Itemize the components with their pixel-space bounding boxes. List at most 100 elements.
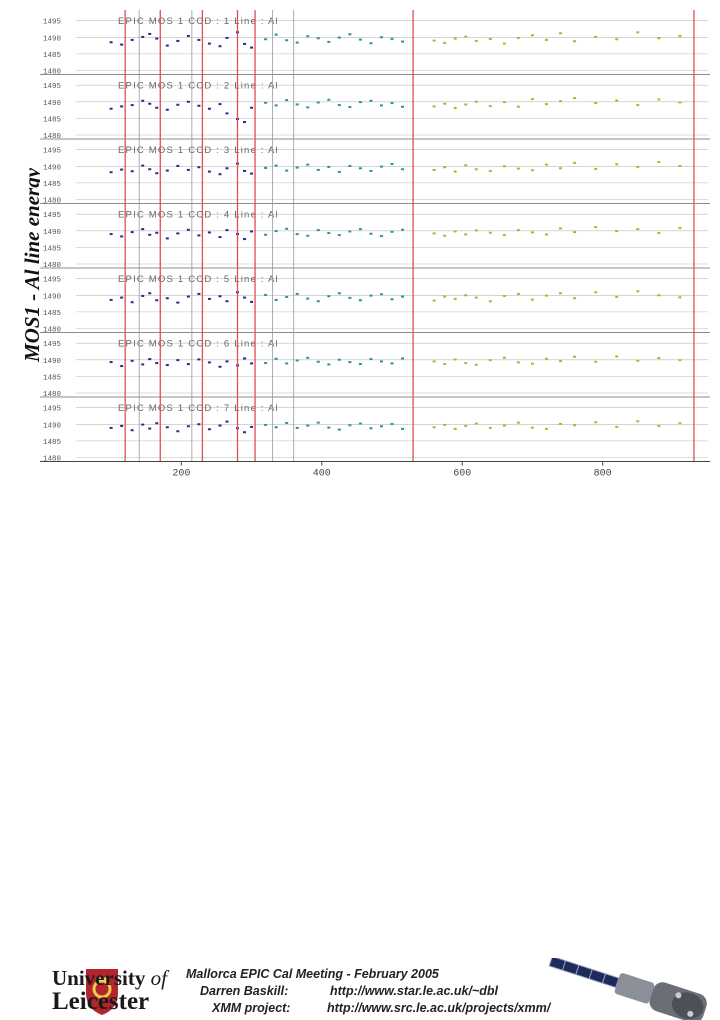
data-point-mid: [295, 233, 299, 236]
ccd-panel-2: 1480 1485 1490 1495 EPIC MOS 1 CCD : 2 Line …: [40, 81, 710, 141]
data-point-early: [148, 102, 152, 105]
data-point-mid: [306, 163, 310, 166]
data-point-early: [155, 362, 159, 365]
data-point-mid: [285, 169, 289, 172]
ccd-panel-6: 1480 1485 1490 1495 EPIC MOS 1 CCD : 6 Line …: [40, 339, 710, 399]
data-point-late: [443, 166, 447, 169]
data-point-late: [657, 294, 661, 297]
data-point-late: [453, 37, 457, 40]
data-point-early: [197, 423, 201, 426]
data-point-mid: [401, 427, 405, 430]
data-point-late: [464, 35, 468, 38]
data-point-mid: [316, 421, 320, 424]
data-point-early: [109, 361, 113, 364]
data-point-late: [573, 231, 577, 234]
data-point-late: [657, 98, 661, 101]
data-point-late: [559, 227, 563, 230]
data-point-mid: [379, 36, 383, 39]
data-point-late: [488, 169, 492, 172]
data-point-late: [559, 100, 563, 103]
data-point-late: [474, 296, 478, 299]
data-point-early: [197, 38, 201, 41]
data-point-late: [516, 229, 520, 232]
data-point-mid: [348, 230, 352, 233]
data-point-early: [218, 236, 222, 239]
al-line-energy-chart: 1480 1485 1490 1495 EPIC MOS 1 CCD : 1 Line …: [40, 0, 710, 480]
data-point-mid: [358, 228, 362, 231]
data-point-early: [250, 106, 254, 109]
data-point-late: [636, 228, 640, 231]
data-point-early: [197, 166, 201, 169]
data-point-early: [148, 233, 152, 236]
data-point-late: [594, 360, 598, 363]
data-point-mid: [264, 362, 268, 365]
data-point-late: [502, 424, 506, 427]
data-point-mid: [379, 165, 383, 168]
data-point-mid: [401, 228, 405, 231]
data-point-mid: [369, 99, 373, 102]
data-point-late: [443, 295, 447, 298]
data-point-early: [141, 228, 145, 231]
data-point-early: [243, 42, 247, 45]
panel-label: EPIC MOS 1 CCD : 6 Line : Al: [118, 339, 279, 350]
data-point-mid: [369, 169, 373, 172]
data-point-early: [155, 37, 159, 40]
author-url[interactable]: http://www.star.le.ac.uk/~dbl: [330, 984, 498, 998]
data-point-mid: [285, 39, 289, 42]
data-point-early: [176, 164, 180, 167]
data-point-late: [432, 426, 436, 429]
data-point-late: [488, 231, 492, 234]
data-point-mid: [337, 170, 341, 173]
data-point-early: [186, 100, 190, 103]
data-point-early: [176, 301, 180, 304]
y-tick-label: 1480: [43, 327, 62, 335]
y-tick-label: 1485: [43, 310, 62, 318]
data-point-early: [148, 358, 152, 361]
panel-label: EPIC MOS 1 CCD : 5 Line : Al: [118, 274, 279, 285]
y-tick-label: 1480: [43, 69, 62, 77]
data-point-mid: [327, 165, 331, 168]
data-point-early: [250, 172, 254, 175]
data-point-mid: [348, 361, 352, 364]
data-point-late: [432, 168, 436, 171]
data-point-mid: [390, 298, 394, 301]
data-point-late: [559, 32, 563, 35]
data-point-mid: [274, 164, 278, 167]
data-point-mid: [264, 38, 268, 41]
data-point-early: [176, 430, 180, 433]
data-point-early: [250, 425, 254, 428]
data-point-late: [443, 41, 447, 44]
x-tick-label: 400: [313, 469, 331, 480]
data-point-early: [176, 103, 180, 106]
ccd-panel-4: 1480 1485 1490 1495 EPIC MOS 1 CCD : 4 Line …: [40, 210, 710, 270]
data-point-mid: [306, 297, 310, 300]
data-point-mid: [295, 292, 299, 295]
data-point-mid: [274, 357, 278, 360]
data-point-mid: [369, 232, 373, 235]
data-point-early: [130, 38, 134, 41]
data-point-late: [474, 39, 478, 42]
data-point-mid: [379, 360, 383, 363]
y-tick-label: 1495: [43, 341, 62, 349]
data-point-mid: [295, 41, 299, 44]
data-point-early: [186, 168, 190, 171]
data-point-late: [544, 163, 548, 166]
project-url[interactable]: http://www.src.le.ac.uk/projects/xmm/: [327, 1001, 551, 1015]
data-point-early: [148, 32, 152, 35]
data-point-mid: [401, 105, 405, 108]
y-axis-title: MOS1 - Al line energy: [20, 167, 44, 363]
data-point-mid: [337, 36, 341, 39]
data-point-late: [678, 422, 682, 425]
data-point-early: [243, 238, 247, 241]
data-point-mid: [264, 233, 268, 236]
data-point-early: [250, 46, 254, 49]
data-point-mid: [285, 295, 289, 298]
data-point-late: [530, 98, 534, 101]
data-point-late: [488, 105, 492, 108]
data-point-mid: [337, 358, 341, 361]
data-point-late: [530, 426, 534, 429]
data-point-late: [573, 161, 577, 164]
y-tick-label: 1495: [43, 277, 62, 285]
data-point-early: [176, 232, 180, 235]
panel-label: EPIC MOS 1 CCD : 4 Line : Al: [118, 210, 279, 221]
